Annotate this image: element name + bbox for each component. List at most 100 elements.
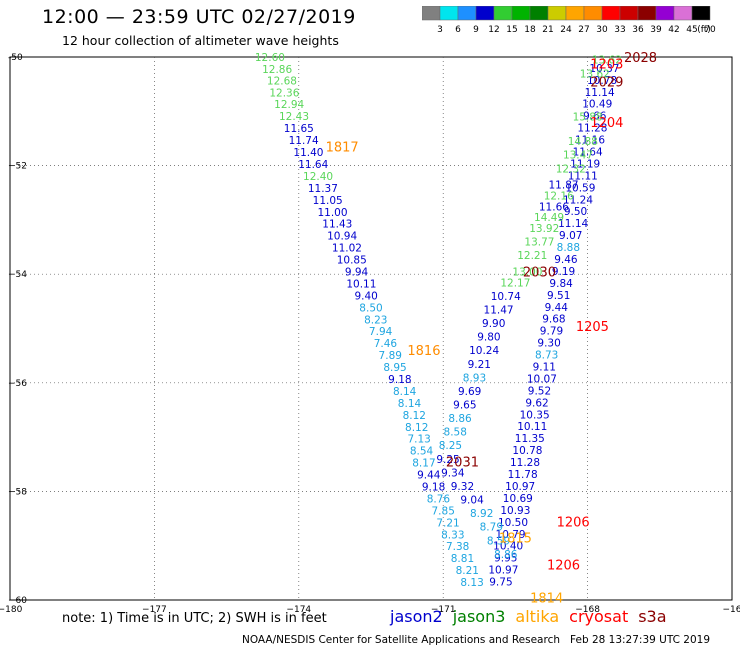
- wave-height-label: 10.74: [491, 291, 521, 303]
- wave-height-label: 11.05: [313, 195, 343, 207]
- wave-height-label: 8.23: [364, 314, 387, 326]
- wave-height-label: 9.66: [583, 111, 607, 123]
- wave-height-label: 9.84: [549, 278, 573, 290]
- wave-height-label: 11.66: [539, 201, 569, 213]
- wave-height-label: 8.33: [441, 529, 464, 541]
- wave-height-label: 10.50: [498, 517, 528, 529]
- wave-height-label: 11.28: [577, 123, 607, 135]
- color-scale-label: 15: [506, 25, 517, 35]
- wave-height-label: 8.92: [470, 508, 493, 520]
- wave-height-label: 9.52: [528, 385, 551, 397]
- wave-height-label: 8.58: [444, 427, 467, 439]
- wave-height-label: 13.00: [512, 266, 542, 278]
- wave-height-label: 13.62: [580, 68, 610, 80]
- wave-height-label: 8.79: [480, 522, 503, 534]
- wave-height-label: 14.49: [534, 212, 564, 224]
- wave-height-label: 9.80: [477, 332, 500, 344]
- legend-jason2: jason2: [390, 607, 443, 626]
- wave-height-label: 8.17: [412, 458, 435, 470]
- wave-height-label: 7.89: [379, 350, 402, 362]
- wave-height-label: 12.40: [303, 171, 333, 183]
- wave-height-label: 7.94: [369, 326, 393, 338]
- wave-height-label: 10.93: [500, 505, 530, 517]
- wave-height-label: 13.77: [524, 237, 554, 249]
- credit-line: NOAA/NESDIS Center for Satellite Applica…: [242, 634, 710, 646]
- color-scale-label: 42: [668, 25, 679, 35]
- wave-height-label: 9.51: [547, 290, 570, 302]
- wave-height-label: 9.04: [460, 495, 484, 507]
- wave-height-label: 9.07: [559, 230, 582, 242]
- pass-time-label: 1204: [590, 116, 623, 131]
- wave-height-label: 8.81: [451, 553, 474, 565]
- wave-height-label: 10.07: [527, 373, 557, 385]
- wave-height-label: 10.85: [337, 255, 367, 267]
- wave-height-label: 8.76: [427, 493, 451, 505]
- y-tick-label: −52: [8, 162, 27, 172]
- color-scale-legend: 3 6 9 12 15 18 21 24 27 30 33 36 39 42 45 70(ft): [422, 6, 716, 35]
- pass-time-label: 2030: [523, 265, 556, 280]
- wave-height-label: 8.25: [439, 440, 462, 452]
- wave-height-label: 9.69: [458, 386, 481, 398]
- pass-time-label: 1816: [407, 344, 440, 359]
- wave-height-label: 9.95: [494, 553, 517, 565]
- legend-cryosat: cryosat: [569, 607, 629, 626]
- wave-height-label: 8.86: [448, 413, 472, 425]
- pass-time-label: 2029: [590, 75, 623, 90]
- wave-height-label: 8.12: [405, 422, 428, 434]
- wave-height-label: 13.47: [563, 150, 593, 162]
- wave-height-label: 15.88: [573, 112, 603, 124]
- wave-height-label: 11.24: [563, 194, 593, 206]
- wave-height-label: 12.43: [279, 111, 309, 123]
- color-scale-label: 33: [614, 25, 625, 35]
- x-tick-label: −171: [431, 605, 456, 615]
- wave-height-label: 9.40: [354, 290, 377, 302]
- wave-height-label: 7.85: [432, 505, 455, 517]
- wave-height-label: 8.14: [398, 398, 422, 410]
- x-tick-label: −180: [0, 605, 23, 615]
- wave-height-label: 10.94: [327, 231, 357, 243]
- wave-height-label: 13.62: [592, 55, 622, 67]
- wave-height-label: 9.46: [554, 254, 578, 266]
- x-tick-label: −177: [142, 605, 167, 615]
- wave-height-label: 9.21: [468, 359, 491, 371]
- wave-height-label: 8.86: [494, 549, 518, 561]
- note-text: note: 1) Time is in UTC; 2) SWH is in fe…: [62, 611, 327, 626]
- chart-subtitle: 12 hour collection of altimeter wave hei…: [62, 33, 339, 48]
- pass-time-label: 1206: [547, 559, 580, 574]
- wave-height-label: 11.14: [558, 218, 588, 230]
- wave-height-label: 12.17: [500, 277, 530, 289]
- y-tick-label: −60: [8, 596, 27, 606]
- wave-height-label: 7.13: [407, 434, 430, 446]
- wave-height-label: 8.59: [487, 535, 510, 547]
- color-scale-unit: (ft): [697, 25, 711, 35]
- wave-height-label: 9.94: [345, 266, 369, 278]
- wave-height-label: 9.90: [482, 318, 505, 330]
- wave-height-label: 9.30: [537, 338, 560, 350]
- color-scale-label: 27: [578, 25, 589, 35]
- color-scale-label: 24: [560, 25, 572, 35]
- wave-height-label: 10.97: [505, 481, 535, 493]
- wave-height-label: 9.18: [388, 374, 411, 386]
- wave-height-label: 11.11: [568, 170, 598, 182]
- color-scale-label: 21: [542, 25, 553, 35]
- wave-height-label: 8.88: [557, 242, 580, 254]
- color-scale-label: 39: [650, 25, 662, 35]
- y-tick-label: −56: [8, 379, 27, 389]
- wave-height-label: 11.37: [308, 183, 338, 195]
- plot-frame: [9, 56, 733, 601]
- wave-height-label: 13.92: [529, 223, 559, 235]
- color-scale-label: 70: [704, 25, 716, 35]
- wave-height-label: 10.97: [488, 565, 518, 577]
- wave-height-label: 11.16: [575, 135, 605, 147]
- y-tick-label: −54: [8, 270, 27, 280]
- wave-height-label: 8.54: [410, 446, 434, 458]
- x-tick-label: −174: [286, 605, 311, 615]
- wave-height-label: 12.68: [267, 75, 297, 87]
- wave-height-label: 10.78: [587, 75, 617, 87]
- wave-height-label: 12.86: [262, 64, 292, 76]
- wave-height-label: 11.74: [289, 135, 319, 147]
- color-scale-label: 36: [632, 25, 644, 35]
- chart-title: 12:00 — 23:59 UTC 02/27/2019: [42, 6, 356, 28]
- color-scale-label: 45: [686, 25, 697, 35]
